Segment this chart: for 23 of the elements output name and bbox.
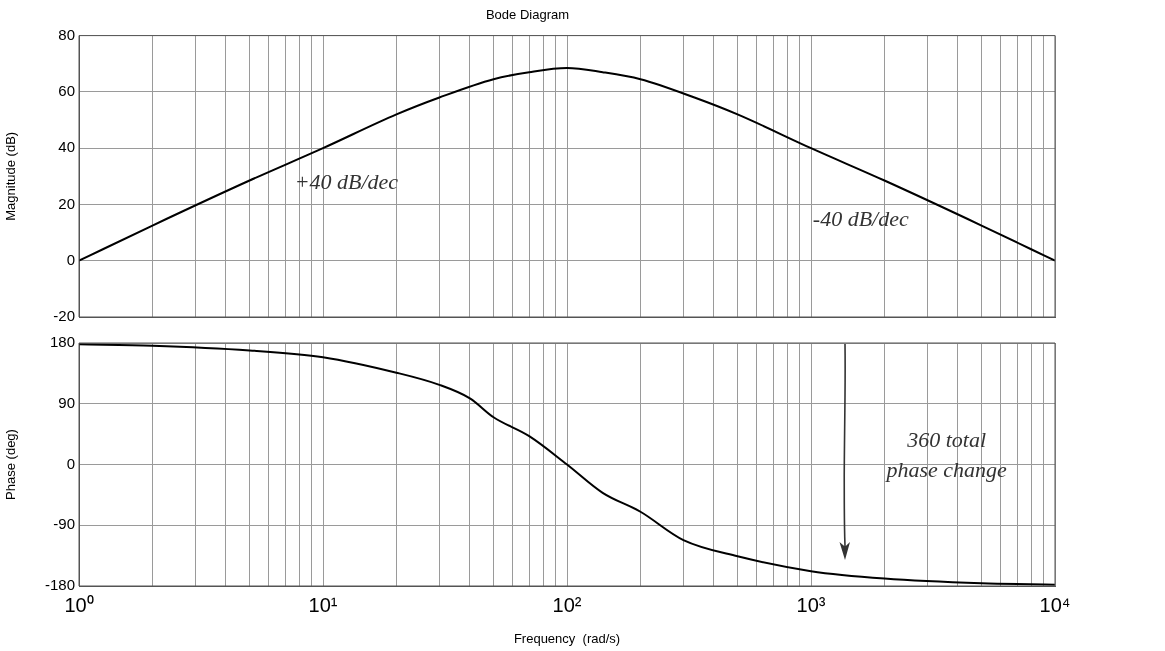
- y-tick-label: 180: [49, 333, 75, 351]
- y-tick-label: 60: [58, 82, 75, 100]
- y-tick-label: 90: [58, 393, 75, 411]
- annotation: -40 dB/dec: [812, 205, 909, 231]
- x-tick-label: 10³: [796, 593, 826, 616]
- x-tick-label: 10⁰: [64, 593, 94, 616]
- x-tick-label: 10⁴: [1039, 593, 1071, 616]
- annotation: 360 total phase change: [884, 427, 1008, 483]
- y-tick-label: -180: [44, 576, 75, 594]
- y-tick-label: 40: [58, 138, 75, 156]
- y-tick-label: 0: [66, 250, 75, 268]
- x-tick-label: 10¹: [308, 593, 338, 616]
- y-tick-label: 80: [58, 25, 75, 43]
- y-tick-label: 0: [66, 454, 75, 472]
- y-axis-title: Magnitude (dB): [3, 131, 19, 221]
- chart-title: Bode Diagram: [485, 7, 570, 23]
- x-axis-title: Frequency (rad/s): [513, 630, 621, 646]
- y-tick-label: 20: [58, 194, 75, 212]
- y-tick-label: -20: [53, 307, 75, 325]
- annotation: +40 dB/dec: [294, 169, 399, 195]
- y-tick-label: -90: [53, 515, 75, 533]
- y-axis-title: Phase (deg): [3, 429, 19, 500]
- x-tick-label: 10²: [552, 593, 582, 616]
